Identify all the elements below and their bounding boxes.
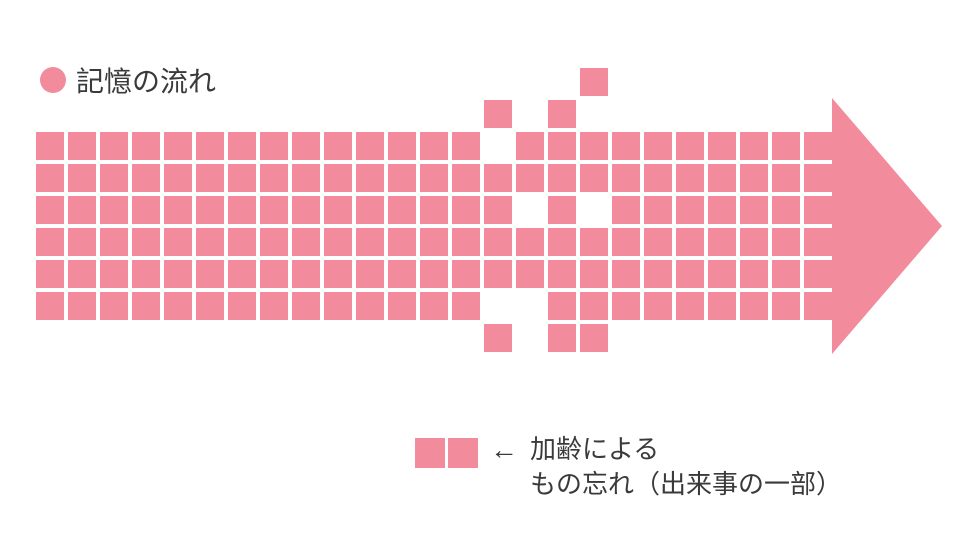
- legend-squares-icon: [415, 438, 478, 468]
- memory-flow-arrow-head-icon: [832, 98, 942, 354]
- memory-flow-arrow-body: [34, 66, 834, 354]
- legend-square: [448, 438, 478, 468]
- legend-square: [415, 438, 445, 468]
- legend-bottom-text: 加齢による もの忘れ（出来事の一部）: [530, 432, 842, 502]
- legend-bottom: ← 加齢による もの忘れ（出来事の一部）: [415, 432, 842, 502]
- legend-bottom-line2: もの忘れ（出来事の一部）: [530, 467, 842, 502]
- legend-bottom-line1: 加齢による: [530, 432, 842, 467]
- left-arrow-icon: ←: [490, 434, 518, 466]
- diagram-canvas: { "colors": { "brand": "#f28b9b", "text"…: [0, 0, 960, 540]
